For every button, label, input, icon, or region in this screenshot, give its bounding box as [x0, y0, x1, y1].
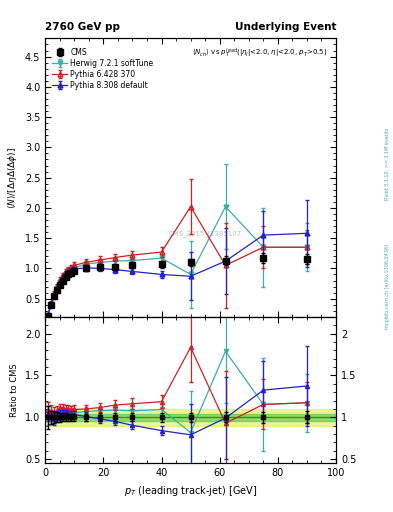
Bar — [45, 409, 336, 425]
Text: $\langle N_{ch}\rangle$ vs $p_T^{lead}$($|\eta_l|$<2.0, $\eta|$<2.0, $p_T$>0.5): $\langle N_{ch}\rangle$ vs $p_T^{lead}$(… — [192, 47, 327, 60]
Legend: CMS, Herwig 7.2.1 softTune, Pythia 6.428 370, Pythia 8.308 default: CMS, Herwig 7.2.1 softTune, Pythia 6.428… — [50, 46, 155, 91]
Text: 2760 GeV pp: 2760 GeV pp — [45, 22, 120, 32]
Bar — [45, 414, 336, 421]
Text: Rivet 3.1.10, >= 3.1M events: Rivet 3.1.10, >= 3.1M events — [385, 127, 390, 200]
Y-axis label: Ratio to CMS: Ratio to CMS — [10, 364, 19, 417]
Text: mcplots.cern.ch [arXiv:1306.3436]: mcplots.cern.ch [arXiv:1306.3436] — [385, 244, 390, 329]
Text: Underlying Event: Underlying Event — [235, 22, 336, 32]
Text: CMS_2015_I1385107: CMS_2015_I1385107 — [169, 230, 242, 237]
X-axis label: $p_T$ (leading track-jet) [GeV]: $p_T$ (leading track-jet) [GeV] — [124, 484, 257, 498]
Y-axis label: $\langle N \rangle/[\Delta\eta\Delta(\Delta\phi)]$: $\langle N \rangle/[\Delta\eta\Delta(\De… — [6, 146, 19, 209]
